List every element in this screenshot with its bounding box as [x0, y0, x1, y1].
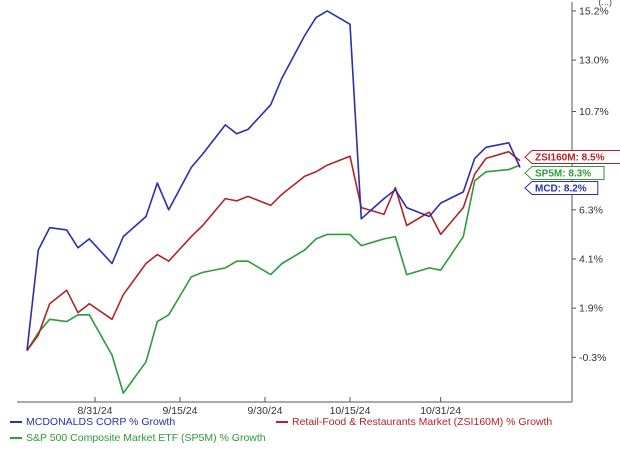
x-tick-label: 9/15/24	[162, 405, 197, 417]
series-line	[26, 150, 521, 352]
x-tick-label: 10/31/24	[420, 405, 461, 417]
y-tick-label: 13.0%	[579, 55, 609, 67]
series-line	[26, 164, 521, 394]
end-value-label-box	[524, 150, 620, 164]
legend-item-sp5m: S&P 500 Composite Market ETF (SP5M) % Gr…	[10, 432, 266, 444]
y-tick-label: 1.9%	[579, 303, 603, 315]
end-value-label-box	[524, 166, 605, 180]
legend-label-mcd: MCDONALDS CORP % Growth	[26, 416, 176, 428]
x-tick-label: 9/30/24	[247, 405, 282, 417]
y-tick-label: 4.1%	[579, 253, 603, 265]
y-tick-label: -0.3%	[579, 352, 606, 364]
end-value-label: ZSI160M: 8.5%	[535, 153, 605, 164]
legend-label-sp5m: S&P 500 Composite Market ETF (SP5M) % Gr…	[26, 432, 266, 444]
legend-item-mcd: MCDONALDS CORP % Growth	[10, 416, 175, 428]
x-tick-label: 10/15/24	[330, 405, 371, 417]
y-tick-label: 10.7%	[579, 106, 609, 118]
series-line	[26, 10, 521, 351]
y-tick-label: 6.3%	[579, 204, 603, 216]
x-tick-label: 8/31/24	[77, 405, 112, 417]
legend-label-zsi160m: Retail-Food & Restaurants Market (ZSI160…	[292, 416, 553, 428]
end-value-label: SP5M: 8.3%	[535, 169, 591, 180]
y-tick-label: 15.2%	[579, 5, 609, 17]
end-value-label: MCD: 8.2%	[535, 184, 587, 195]
end-value-label-box	[524, 181, 599, 195]
legend-item-zsi160m: Retail-Food & Restaurants Market (ZSI160…	[276, 416, 552, 428]
legend-line-icon	[10, 421, 22, 424]
legend-line-icon	[276, 421, 288, 424]
legend-line-icon	[10, 437, 22, 440]
top-corner-text: (...)	[598, 0, 613, 7]
